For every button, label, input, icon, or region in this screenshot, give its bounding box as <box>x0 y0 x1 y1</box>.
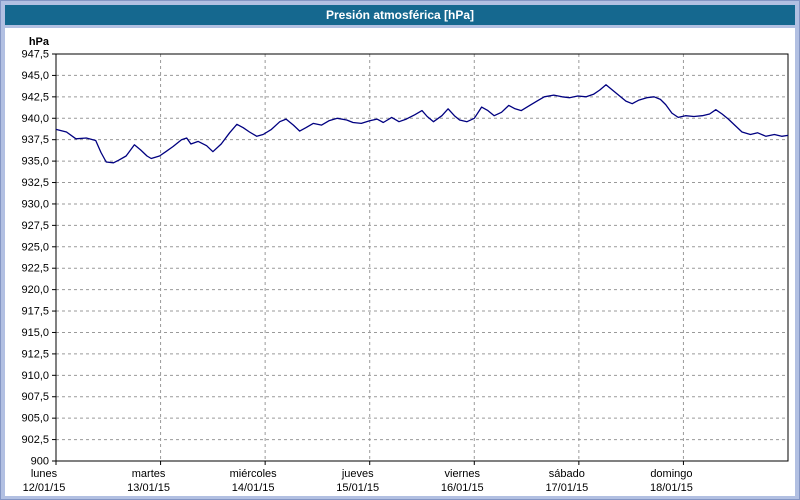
pressure-line-chart: 900 902,5 905,0 907,5 910,0 912,5 915,0 917,5 92… <box>21 36 789 494</box>
y-tick-label: 922,5 <box>21 263 49 275</box>
y-tick-label: 915,0 <box>21 327 49 339</box>
x-date-label: 17/01/15 <box>545 482 588 494</box>
x-date-label: 12/01/15 <box>23 482 66 494</box>
x-day-label: jueves <box>341 468 374 480</box>
x-date-label: 18/01/15 <box>650 482 693 494</box>
y-tick-label: 925,0 <box>21 241 49 253</box>
x-day-label: martes <box>132 468 166 480</box>
x-date-label: 13/01/15 <box>127 482 170 494</box>
pressure-line <box>55 84 789 164</box>
page-title: Presión atmosférica [hPa] <box>325 8 475 22</box>
axis-labels: 900 902,5 905,0 907,5 910,0 912,5 915,0 917,5 92… <box>21 36 692 494</box>
y-tick-label: 907,5 <box>21 391 49 403</box>
axis-ticks <box>52 53 684 465</box>
y-tick-label: 917,5 <box>21 306 49 318</box>
title-bar: Presión atmosférica [hPa] <box>5 5 795 25</box>
x-day-label: lunes <box>31 468 58 480</box>
y-tick-label: 942,5 <box>21 91 49 103</box>
x-day-label: viernes <box>445 468 481 480</box>
y-tick-label: 935,0 <box>21 156 49 168</box>
plot-border <box>55 53 789 462</box>
x-date-label: 14/01/15 <box>232 482 275 494</box>
y-tick-label: 920,0 <box>21 284 49 296</box>
y-tick-label: 940,0 <box>21 113 49 125</box>
y-tick-label: 912,5 <box>21 348 49 360</box>
y-tick-label: 937,5 <box>21 134 49 146</box>
gridlines <box>56 54 788 461</box>
y-tick-label: 945,0 <box>21 70 49 82</box>
x-date-label: 15/01/15 <box>336 482 379 494</box>
chart-container: 900 902,5 905,0 907,5 910,0 912,5 915,0 917,5 92… <box>5 28 795 496</box>
y-tick-label: 930,0 <box>21 198 49 210</box>
y-axis-unit-label: hPa <box>29 36 50 48</box>
x-day-label: miércoles <box>230 468 278 480</box>
x-date-label: 16/01/15 <box>441 482 484 494</box>
y-tick-label: 905,0 <box>21 413 49 425</box>
y-tick-label: 902,5 <box>21 434 49 446</box>
x-day-label: sábado <box>549 468 585 480</box>
y-tick-label: 910,0 <box>21 370 49 382</box>
y-tick-label: 927,5 <box>21 220 49 232</box>
x-day-label: domingo <box>650 468 692 480</box>
y-tick-label: 932,5 <box>21 177 49 189</box>
y-tick-label: 900 <box>31 456 49 468</box>
y-tick-label: 947,5 <box>21 49 49 61</box>
